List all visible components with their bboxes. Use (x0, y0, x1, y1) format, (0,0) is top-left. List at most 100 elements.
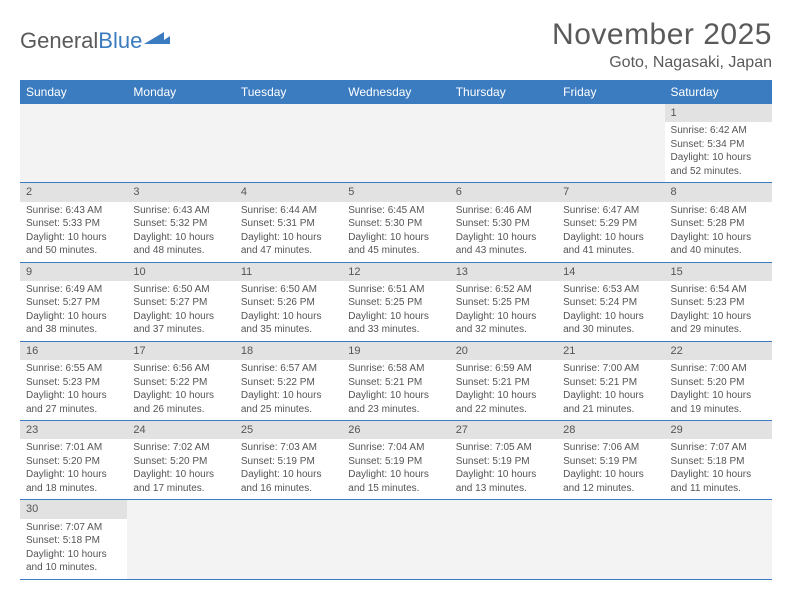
day-number: 2 (20, 183, 127, 201)
calendar-day-cell (557, 104, 664, 183)
day-details: Sunrise: 6:43 AMSunset: 5:32 PMDaylight:… (127, 202, 234, 262)
calendar-day-cell (235, 500, 342, 579)
location-text: Goto, Nagasaki, Japan (552, 54, 772, 72)
calendar-day-cell: 13Sunrise: 6:52 AMSunset: 5:25 PMDayligh… (450, 262, 557, 341)
weekday-header: Monday (127, 80, 234, 104)
day-number: 25 (235, 421, 342, 439)
day-details: Sunrise: 7:07 AMSunset: 5:18 PMDaylight:… (20, 519, 127, 579)
day-details: Sunrise: 6:59 AMSunset: 5:21 PMDaylight:… (450, 360, 557, 420)
calendar-day-cell: 4Sunrise: 6:44 AMSunset: 5:31 PMDaylight… (235, 183, 342, 262)
day-number: 7 (557, 183, 664, 201)
day-details: Sunrise: 7:00 AMSunset: 5:21 PMDaylight:… (557, 360, 664, 420)
day-number: 17 (127, 342, 234, 360)
day-number: 14 (557, 263, 664, 281)
calendar-day-cell (127, 104, 234, 183)
calendar-day-cell: 15Sunrise: 6:54 AMSunset: 5:23 PMDayligh… (665, 262, 772, 341)
day-details: Sunrise: 6:44 AMSunset: 5:31 PMDaylight:… (235, 202, 342, 262)
day-number: 6 (450, 183, 557, 201)
calendar-day-cell: 19Sunrise: 6:58 AMSunset: 5:21 PMDayligh… (342, 341, 449, 420)
header: GeneralBlue November 2025 Goto, Nagasaki… (20, 18, 772, 72)
flag-icon (144, 28, 170, 54)
day-details: Sunrise: 7:04 AMSunset: 5:19 PMDaylight:… (342, 439, 449, 499)
day-details: Sunrise: 6:49 AMSunset: 5:27 PMDaylight:… (20, 281, 127, 341)
calendar-week-row: 16Sunrise: 6:55 AMSunset: 5:23 PMDayligh… (20, 341, 772, 420)
day-details: Sunrise: 6:42 AMSunset: 5:34 PMDaylight:… (665, 122, 772, 182)
weekday-header-row: SundayMondayTuesdayWednesdayThursdayFrid… (20, 80, 772, 104)
day-details: Sunrise: 7:01 AMSunset: 5:20 PMDaylight:… (20, 439, 127, 499)
calendar-week-row: 23Sunrise: 7:01 AMSunset: 5:20 PMDayligh… (20, 421, 772, 500)
calendar-day-cell: 5Sunrise: 6:45 AMSunset: 5:30 PMDaylight… (342, 183, 449, 262)
day-number: 28 (557, 421, 664, 439)
day-number: 3 (127, 183, 234, 201)
weekday-header: Thursday (450, 80, 557, 104)
calendar-day-cell: 25Sunrise: 7:03 AMSunset: 5:19 PMDayligh… (235, 421, 342, 500)
day-details: Sunrise: 6:50 AMSunset: 5:26 PMDaylight:… (235, 281, 342, 341)
day-number: 11 (235, 263, 342, 281)
weekday-header: Saturday (665, 80, 772, 104)
logo: GeneralBlue (20, 18, 170, 54)
day-number: 29 (665, 421, 772, 439)
day-details: Sunrise: 7:05 AMSunset: 5:19 PMDaylight:… (450, 439, 557, 499)
calendar-day-cell (450, 104, 557, 183)
weekday-header: Sunday (20, 80, 127, 104)
calendar-day-cell: 2Sunrise: 6:43 AMSunset: 5:33 PMDaylight… (20, 183, 127, 262)
day-details: Sunrise: 6:56 AMSunset: 5:22 PMDaylight:… (127, 360, 234, 420)
calendar-week-row: 9Sunrise: 6:49 AMSunset: 5:27 PMDaylight… (20, 262, 772, 341)
calendar-week-row: 1Sunrise: 6:42 AMSunset: 5:34 PMDaylight… (20, 104, 772, 183)
day-details: Sunrise: 6:58 AMSunset: 5:21 PMDaylight:… (342, 360, 449, 420)
calendar-day-cell: 12Sunrise: 6:51 AMSunset: 5:25 PMDayligh… (342, 262, 449, 341)
calendar-day-cell: 22Sunrise: 7:00 AMSunset: 5:20 PMDayligh… (665, 341, 772, 420)
calendar-day-cell: 7Sunrise: 6:47 AMSunset: 5:29 PMDaylight… (557, 183, 664, 262)
day-number: 20 (450, 342, 557, 360)
page-title: November 2025 (552, 18, 772, 52)
calendar-day-cell: 27Sunrise: 7:05 AMSunset: 5:19 PMDayligh… (450, 421, 557, 500)
logo-text-blue: Blue (98, 28, 142, 54)
day-number: 9 (20, 263, 127, 281)
day-details: Sunrise: 6:46 AMSunset: 5:30 PMDaylight:… (450, 202, 557, 262)
day-number: 12 (342, 263, 449, 281)
calendar-day-cell: 8Sunrise: 6:48 AMSunset: 5:28 PMDaylight… (665, 183, 772, 262)
calendar-day-cell: 26Sunrise: 7:04 AMSunset: 5:19 PMDayligh… (342, 421, 449, 500)
day-number: 10 (127, 263, 234, 281)
day-details: Sunrise: 6:50 AMSunset: 5:27 PMDaylight:… (127, 281, 234, 341)
day-details: Sunrise: 7:02 AMSunset: 5:20 PMDaylight:… (127, 439, 234, 499)
day-details: Sunrise: 6:53 AMSunset: 5:24 PMDaylight:… (557, 281, 664, 341)
calendar-day-cell (665, 500, 772, 579)
day-details: Sunrise: 6:47 AMSunset: 5:29 PMDaylight:… (557, 202, 664, 262)
calendar-day-cell: 16Sunrise: 6:55 AMSunset: 5:23 PMDayligh… (20, 341, 127, 420)
calendar-day-cell: 3Sunrise: 6:43 AMSunset: 5:32 PMDaylight… (127, 183, 234, 262)
calendar-week-row: 30Sunrise: 7:07 AMSunset: 5:18 PMDayligh… (20, 500, 772, 579)
weekday-header: Wednesday (342, 80, 449, 104)
day-number: 16 (20, 342, 127, 360)
day-number: 23 (20, 421, 127, 439)
day-number: 27 (450, 421, 557, 439)
day-details: Sunrise: 6:57 AMSunset: 5:22 PMDaylight:… (235, 360, 342, 420)
day-number: 1 (665, 104, 772, 122)
calendar-day-cell: 30Sunrise: 7:07 AMSunset: 5:18 PMDayligh… (20, 500, 127, 579)
calendar-day-cell: 20Sunrise: 6:59 AMSunset: 5:21 PMDayligh… (450, 341, 557, 420)
day-details: Sunrise: 7:06 AMSunset: 5:19 PMDaylight:… (557, 439, 664, 499)
day-number: 8 (665, 183, 772, 201)
calendar-day-cell (557, 500, 664, 579)
calendar-day-cell: 21Sunrise: 7:00 AMSunset: 5:21 PMDayligh… (557, 341, 664, 420)
calendar-day-cell: 24Sunrise: 7:02 AMSunset: 5:20 PMDayligh… (127, 421, 234, 500)
calendar-day-cell (450, 500, 557, 579)
day-details: Sunrise: 6:43 AMSunset: 5:33 PMDaylight:… (20, 202, 127, 262)
calendar-day-cell: 29Sunrise: 7:07 AMSunset: 5:18 PMDayligh… (665, 421, 772, 500)
calendar-day-cell (127, 500, 234, 579)
calendar-day-cell: 1Sunrise: 6:42 AMSunset: 5:34 PMDaylight… (665, 104, 772, 183)
calendar-day-cell: 18Sunrise: 6:57 AMSunset: 5:22 PMDayligh… (235, 341, 342, 420)
calendar-day-cell: 17Sunrise: 6:56 AMSunset: 5:22 PMDayligh… (127, 341, 234, 420)
calendar-day-cell: 10Sunrise: 6:50 AMSunset: 5:27 PMDayligh… (127, 262, 234, 341)
calendar-day-cell: 14Sunrise: 6:53 AMSunset: 5:24 PMDayligh… (557, 262, 664, 341)
day-number: 5 (342, 183, 449, 201)
day-details: Sunrise: 6:52 AMSunset: 5:25 PMDaylight:… (450, 281, 557, 341)
logo-text-general: General (20, 28, 98, 54)
calendar-day-cell (20, 104, 127, 183)
day-details: Sunrise: 6:48 AMSunset: 5:28 PMDaylight:… (665, 202, 772, 262)
day-number: 26 (342, 421, 449, 439)
day-number: 22 (665, 342, 772, 360)
weekday-header: Friday (557, 80, 664, 104)
day-number: 24 (127, 421, 234, 439)
day-number: 18 (235, 342, 342, 360)
